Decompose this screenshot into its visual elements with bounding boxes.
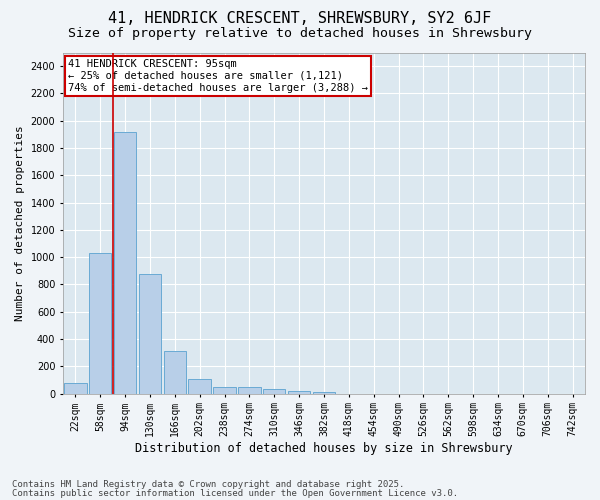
X-axis label: Distribution of detached houses by size in Shrewsbury: Distribution of detached houses by size … — [135, 442, 513, 455]
Bar — [164, 352, 186, 394]
Bar — [214, 386, 236, 394]
Y-axis label: Number of detached properties: Number of detached properties — [15, 125, 25, 321]
Bar — [89, 253, 112, 394]
Bar — [313, 392, 335, 394]
Text: Contains public sector information licensed under the Open Government Licence v3: Contains public sector information licen… — [12, 488, 458, 498]
Bar — [288, 391, 310, 394]
Text: Contains HM Land Registry data © Crown copyright and database right 2025.: Contains HM Land Registry data © Crown c… — [12, 480, 404, 489]
Bar — [139, 274, 161, 394]
Text: Size of property relative to detached houses in Shrewsbury: Size of property relative to detached ho… — [68, 28, 532, 40]
Bar — [114, 132, 136, 394]
Bar — [263, 390, 286, 394]
Text: 41, HENDRICK CRESCENT, SHREWSBURY, SY2 6JF: 41, HENDRICK CRESCENT, SHREWSBURY, SY2 6… — [109, 11, 491, 26]
Bar — [188, 378, 211, 394]
Text: 41 HENDRICK CRESCENT: 95sqm
← 25% of detached houses are smaller (1,121)
74% of : 41 HENDRICK CRESCENT: 95sqm ← 25% of det… — [68, 60, 368, 92]
Bar — [238, 388, 260, 394]
Bar — [64, 382, 86, 394]
